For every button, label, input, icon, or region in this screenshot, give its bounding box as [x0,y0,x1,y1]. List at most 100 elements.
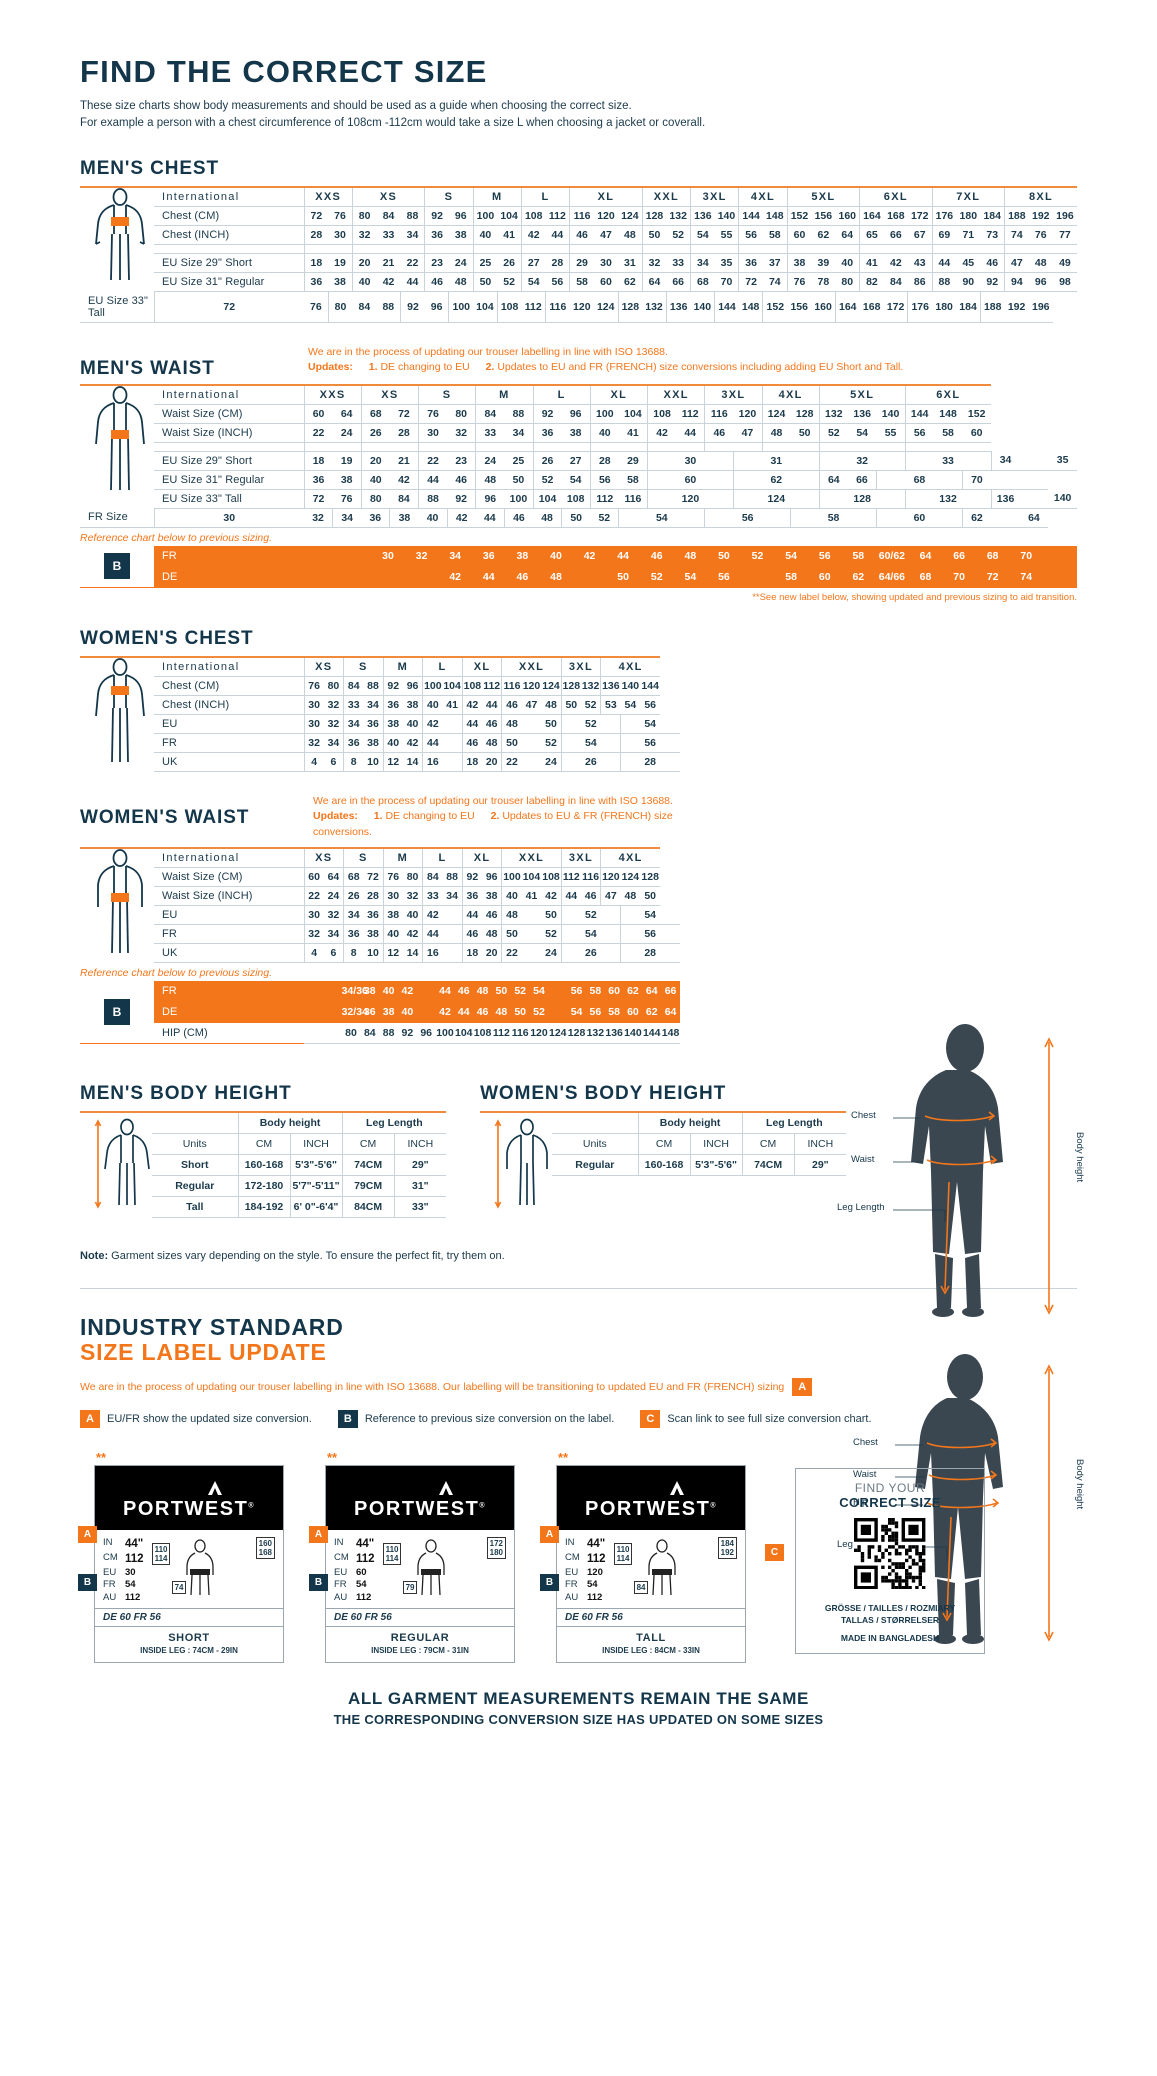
cell [442,733,463,753]
cell: 44 [461,714,483,734]
size-list: IN 44" CM 112 EU 30 FR 54 AU 112 [103,1537,144,1605]
cell [521,943,542,963]
reference-cell [304,545,338,567]
size-header: L [532,383,591,405]
reference-cell: 36 [360,1001,380,1023]
size-value: 112 [356,1591,372,1603]
cell: 36 [532,423,562,443]
cell: 58 [933,423,963,443]
cell: 52 [541,924,562,944]
reference-cell: 70 [942,566,976,588]
portwest-mountain-icon [439,1480,453,1495]
cell: 196 [1028,291,1053,323]
cell [790,470,820,490]
cell: 71 [956,225,981,246]
cell: 74CM [341,1154,395,1176]
cell [600,905,621,925]
reference-cell [572,566,607,588]
reference-cell [304,1022,323,1044]
cell [904,451,934,471]
cell: 42 [389,470,419,490]
cell: 188 [979,291,1005,323]
row-label: Chest (CM) [154,206,304,227]
cell: 72 [303,206,329,227]
industry-standard-section: INDUSTRY STANDARD SIZE LABEL UPDATE We a… [0,1314,1157,1428]
size-key: EU [334,1566,348,1578]
cell: 38 [786,253,812,274]
cell: 38 [328,272,353,293]
brand-header: PORTWEST® [95,1465,283,1530]
cell: 30 [382,886,403,906]
size-header: 7XL [931,186,1005,208]
womens-body-height-table: Body height Leg Length Units CM INCH CM INCH Re… [480,1110,847,1176]
cell: 38 [402,695,423,715]
cell: 184-192 [237,1196,290,1218]
reference-label: FR [154,980,304,1002]
cell: 50 [504,470,533,490]
tag-c[interactable]: C [765,1543,784,1561]
size-key: FR [565,1579,578,1591]
cell: 92 [980,272,1005,293]
reference-cell: 112 [491,1022,511,1044]
label-figure: 110 114 160 168 74 [150,1536,275,1599]
cell [732,451,762,471]
cell: 100 [589,404,619,424]
label-stars: ** [558,1449,569,1465]
cell: 46 [580,886,601,906]
mens-waist-reference-table: B FR 30 32 34 36 38 40 42 44 46 48 50 52 54 56 58 60/62 64… [80,545,1077,588]
reference-cell: 68 [975,545,1010,567]
legend-item: C Scan link to see full size conversion c… [640,1409,872,1428]
empty-cell [152,1110,238,1134]
qr-code-icon[interactable] [804,1517,976,1594]
cell: 32 [351,225,377,246]
cell [521,714,542,734]
cell: 148 [933,404,963,424]
cell: 38 [448,225,474,246]
cell: 31 [762,451,791,471]
garment-note-text: Garment sizes vary depending on the styl… [108,1249,505,1262]
cell: 80 [360,489,390,509]
cell: 26 [360,423,390,443]
cell: 41 [521,886,542,906]
label-card: ** PORTWEST® IN 44" CM 112 EU 60 FR 54 AU 112 110 114… [309,1450,516,1664]
cell [991,470,1020,490]
reference-cell: 40 [379,980,398,1002]
reference-cell: 144 [642,1022,662,1044]
cell: 6' 0"-6'4" [289,1196,343,1218]
cell: 36 [343,924,364,944]
size-value: 30 [125,1566,136,1578]
cell: 48 [541,695,562,715]
cell: 44 [422,924,443,944]
size-header: 3XL [560,846,601,868]
cell: 176 [931,206,957,227]
body-height-section: MEN'S BODY HEIGHT Body height Leg Length U… [0,1084,1157,1218]
cell: 164 [859,206,884,227]
waist-box: 110 114 [151,1542,171,1565]
size-row: AU 112 [565,1592,606,1605]
reference-cell: 36 [471,545,506,567]
male-waist-figure-icon [95,385,145,490]
cell: 124 [593,291,619,323]
cell: 68 [360,404,390,424]
cell: 24 [541,752,562,772]
size-key: IN [565,1536,575,1548]
previous-size-conversion: DE 60 FR 56 [557,1608,745,1626]
womens-waist-table: International XS S M L XL XXL 3XL 4XL Waist Size … [80,846,680,963]
cell: 25 [504,451,533,471]
reference-cell: 46 [454,980,474,1002]
label-person-icon [647,1538,676,1595]
size-list: IN 44" CM 112 EU 60 FR 54 AU 112 [334,1537,375,1605]
cell: 36 [361,508,390,528]
cell: 60 [905,508,934,528]
table-row: FR Size 30 32 34 36 38 40 42 44 46 48 50 52 54 56 58 60 6… [80,508,1077,528]
size-header: L [520,186,570,208]
cell [647,451,677,471]
cell [933,470,963,490]
cell: 44 [475,508,505,528]
reference-cell [337,566,372,588]
cell: 54 [689,225,715,246]
row-label: FR Size [80,508,154,528]
row-label: UK [154,752,304,772]
size-value: 54 [125,1579,136,1591]
cell: 168 [859,291,884,323]
